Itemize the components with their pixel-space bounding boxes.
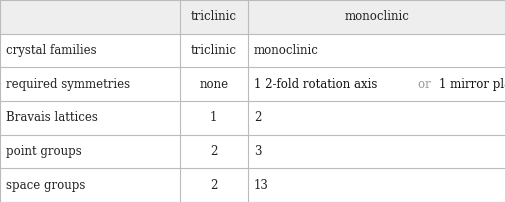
Text: monoclinic: monoclinic [254,44,318,57]
Text: none: none [199,78,228,91]
Text: Bravais lattices: Bravais lattices [6,111,98,124]
Text: crystal families: crystal families [6,44,96,57]
Text: 1: 1 [210,111,217,124]
Text: 3: 3 [254,145,261,158]
Text: 13: 13 [254,179,268,192]
Text: triclinic: triclinic [190,10,236,23]
Text: 1 mirror plane: 1 mirror plane [438,78,505,91]
Text: 2: 2 [254,111,261,124]
Text: point groups: point groups [6,145,82,158]
Bar [0,0,505,34]
Text: space groups: space groups [6,179,85,192]
Text: 2: 2 [210,179,217,192]
Text: required symmetries: required symmetries [6,78,130,91]
Text: monoclinic: monoclinic [344,10,409,23]
Text: triclinic: triclinic [190,44,236,57]
Text: 2: 2 [210,145,217,158]
Text: 1 2-fold rotation axis: 1 2-fold rotation axis [254,78,380,91]
Text: or: or [417,78,434,91]
